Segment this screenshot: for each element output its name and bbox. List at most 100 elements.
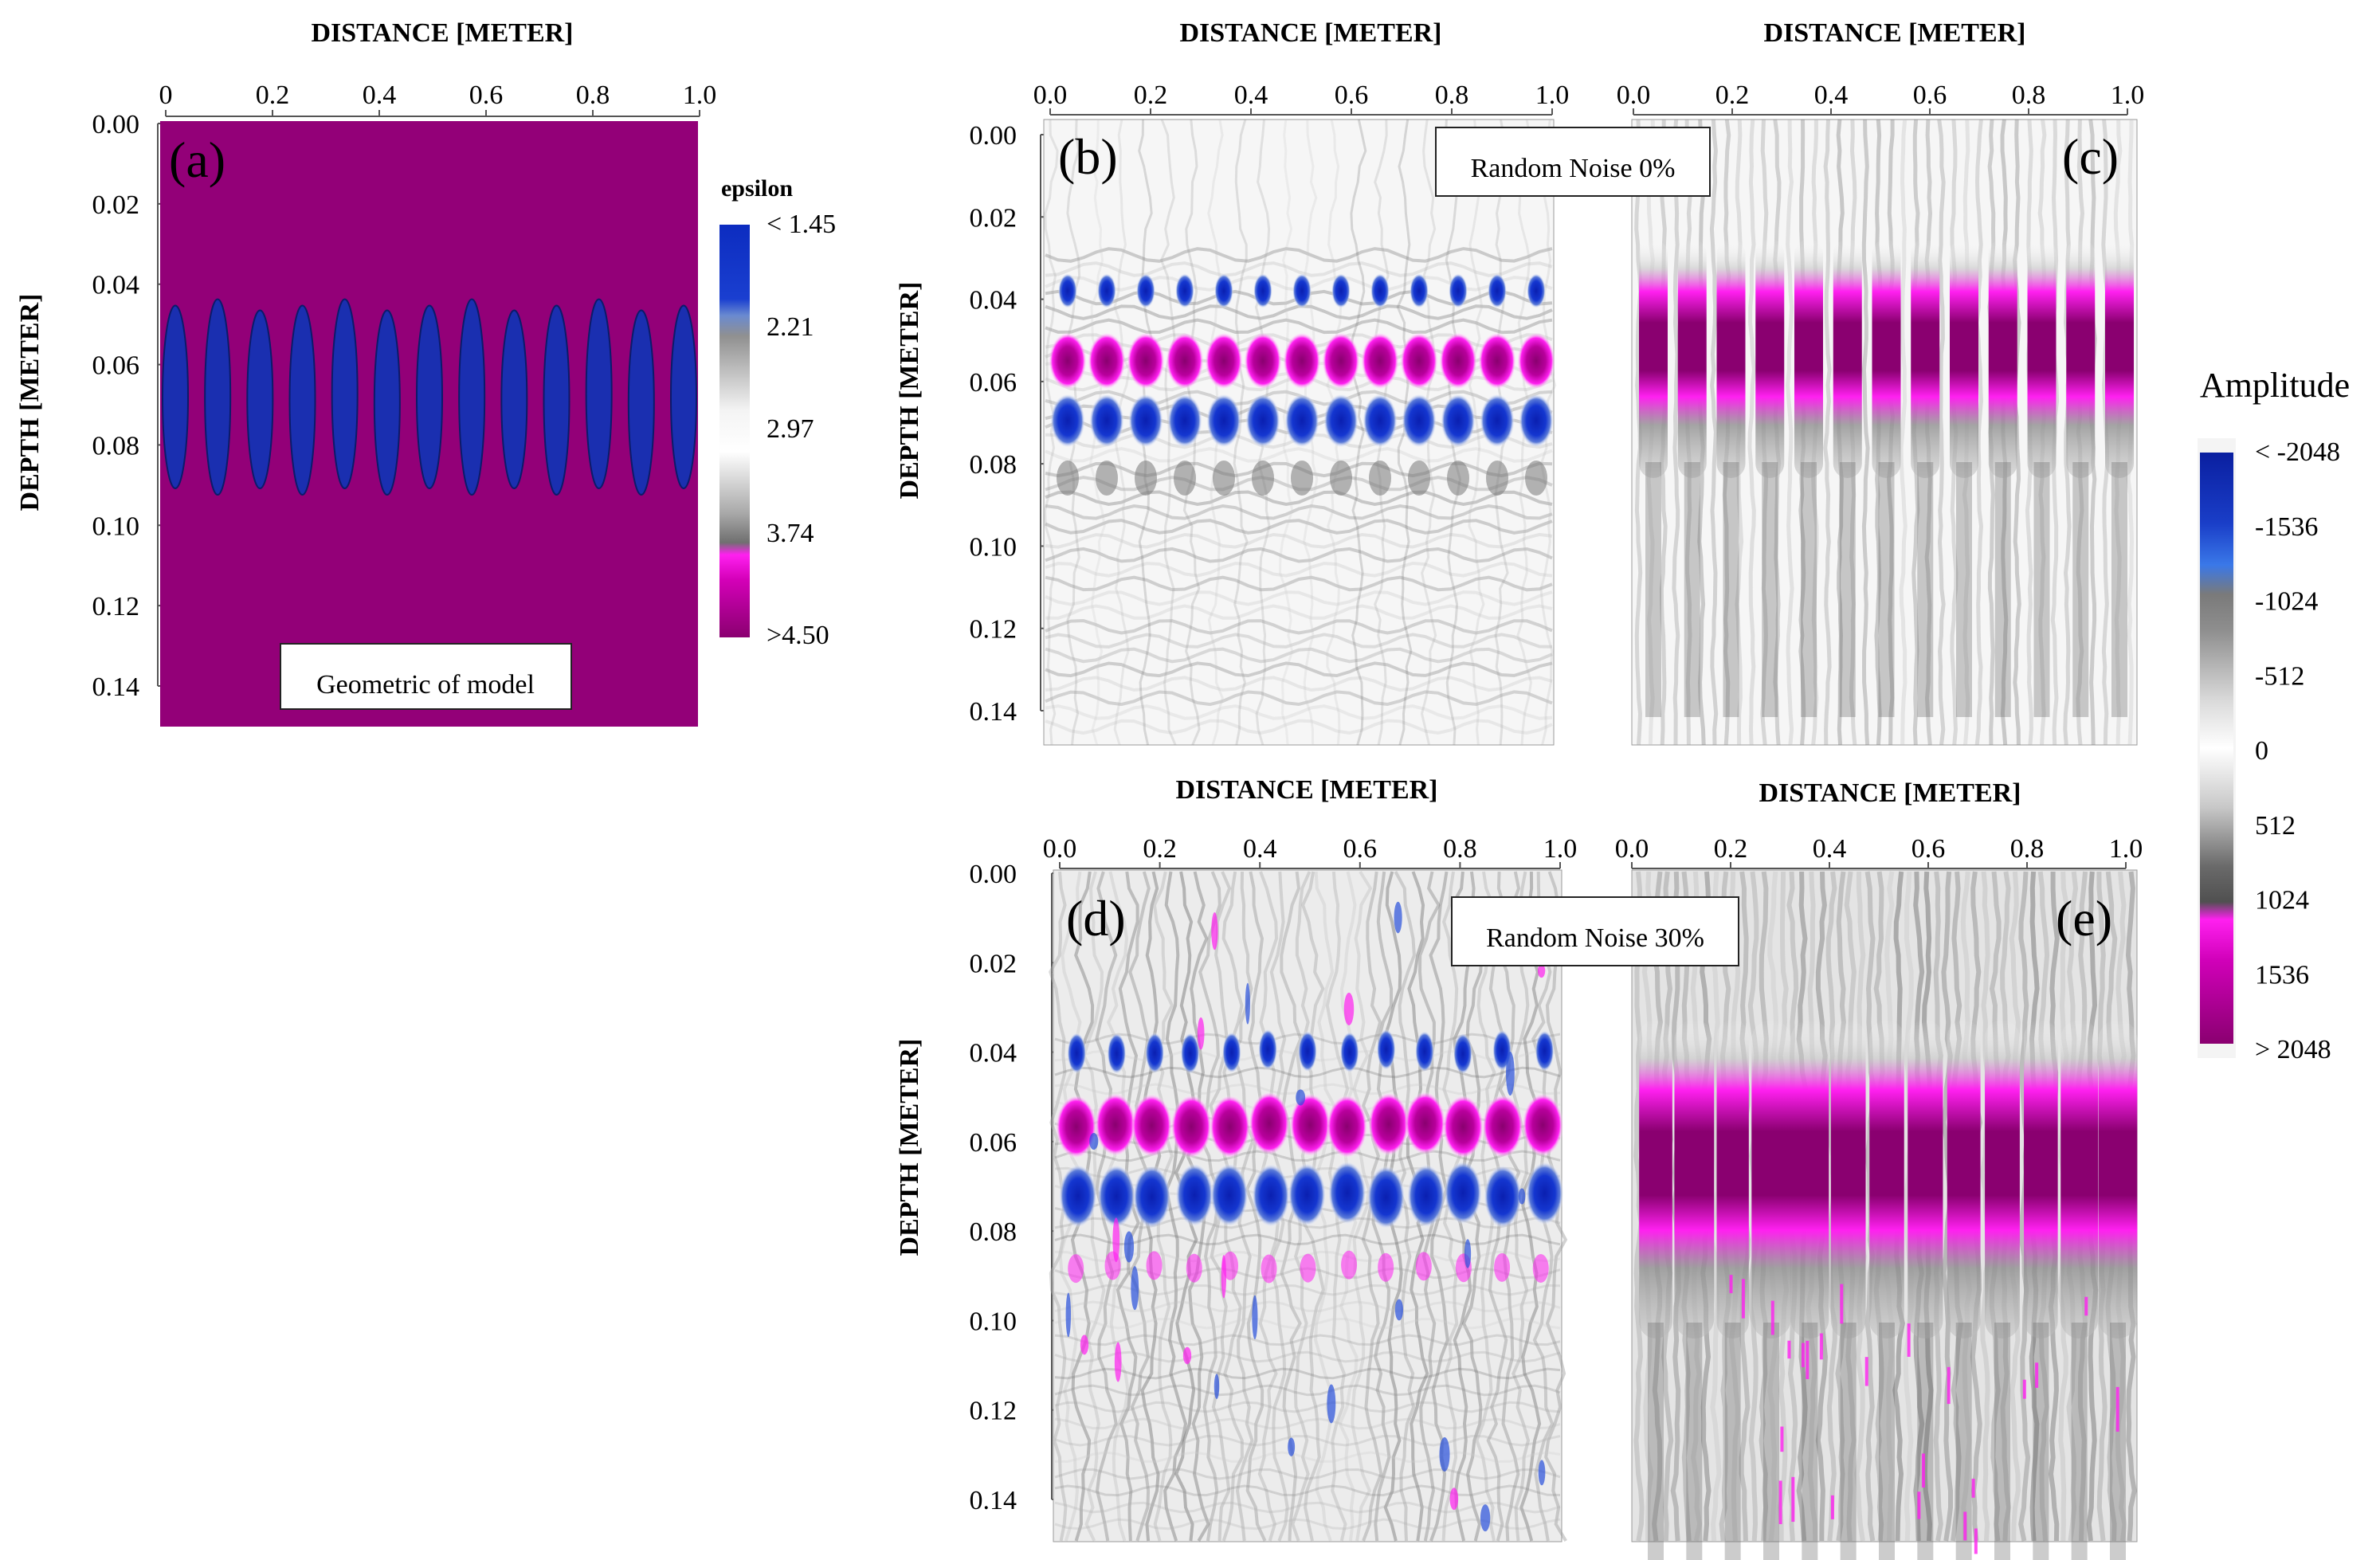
blue-reflection bbox=[1525, 1161, 1564, 1225]
reflection-tail bbox=[1878, 462, 1895, 717]
epsilon-colorbar-label: 3.74 bbox=[767, 519, 814, 548]
magenta-reflection bbox=[1322, 332, 1360, 390]
texture-trace bbox=[1054, 1434, 1561, 1447]
texture-trace bbox=[1045, 719, 1553, 735]
texture-trace bbox=[1045, 519, 1553, 535]
epsilon-colorbar-labels: < 1.45 2.21 2.97 3.74 >4.50 bbox=[767, 210, 836, 650]
a-y-tick-label: 0.04 bbox=[92, 271, 140, 300]
d-y-tick-label: 0.06 bbox=[970, 1128, 1017, 1158]
e-x-tick-label: 0.8 bbox=[2010, 834, 2045, 864]
magenta-reflection-column bbox=[1790, 1020, 1829, 1339]
blue-reflection-small bbox=[1488, 273, 1507, 308]
magenta-speckle bbox=[1261, 1254, 1277, 1284]
panel-c: DISTANCE [METER] 0.0 0.2 0.4 0.6 0.8 1.0 (c) bbox=[1617, 18, 2144, 746]
texture-trace bbox=[1045, 318, 1553, 335]
magenta-speckle bbox=[1300, 1253, 1316, 1283]
panel-e-xlabel: DISTANCE [METER] bbox=[1759, 778, 2021, 808]
panel-e-letter: (e) bbox=[2056, 890, 2112, 947]
reflection-tail bbox=[1724, 1323, 1741, 1560]
c-x-tick-label: 0.0 bbox=[1617, 80, 1651, 110]
panel-d-reflections bbox=[1055, 901, 1564, 1532]
amplitude-colorbar-label: -1024 bbox=[2255, 587, 2318, 617]
magenta-reflection bbox=[1361, 332, 1399, 390]
noise-speckle bbox=[1780, 1426, 1784, 1452]
noise-speckle bbox=[1252, 1295, 1258, 1339]
epsilon-colorbar bbox=[719, 225, 750, 637]
b-x-tick-label: 0.8 bbox=[1435, 80, 1469, 110]
grey-reflection bbox=[1525, 461, 1547, 496]
texture-trace bbox=[1045, 604, 1553, 620]
noise-speckle bbox=[1080, 1335, 1089, 1355]
blue-reflection bbox=[1245, 394, 1280, 448]
panel-d-letter: (d) bbox=[1066, 890, 1126, 947]
magenta-reflection-column bbox=[1794, 239, 1823, 478]
blue-reflection bbox=[1441, 394, 1476, 448]
noise-speckle bbox=[1819, 1333, 1823, 1360]
blue-reflection-small bbox=[1527, 273, 1546, 308]
magenta-reflection-column bbox=[2024, 1020, 2058, 1339]
texture-trace bbox=[1054, 1518, 1561, 1531]
texture-trace bbox=[1045, 547, 1553, 563]
blue-reflection bbox=[1284, 394, 1319, 448]
noise-speckle bbox=[1787, 1340, 1791, 1359]
magenta-reflection bbox=[1244, 332, 1282, 390]
noise-0-annotation-box bbox=[1435, 127, 1711, 197]
noise-0-annotation: Random Noise 0% bbox=[1471, 154, 1676, 183]
panel-b: DISTANCE [METER] 0.0 0.2 0.4 0.6 0.8 1.0 0.00… bbox=[895, 18, 1569, 746]
magenta-speckle bbox=[1222, 1251, 1239, 1280]
noise-speckle bbox=[1131, 1266, 1139, 1311]
panel-a-x-ticks: 0 0.2 0.4 0.6 0.8 1.0 bbox=[159, 80, 716, 117]
reflection-tail bbox=[1994, 462, 2011, 717]
e-x-tick-label: 0.0 bbox=[1615, 834, 1649, 864]
noise-speckle bbox=[1343, 992, 1355, 1025]
b-y-tick-label: 0.12 bbox=[970, 615, 1017, 645]
blue-reflection bbox=[1484, 1164, 1523, 1229]
blue-reflection-small bbox=[1410, 273, 1429, 308]
blue-reflection-small bbox=[1097, 273, 1116, 308]
d-x-tick-label: 0.6 bbox=[1343, 834, 1378, 864]
magenta-speckle bbox=[1068, 1254, 1084, 1284]
d-y-tick-label: 0.12 bbox=[970, 1397, 1017, 1426]
texture-trace bbox=[1045, 704, 1553, 720]
cylinder-object bbox=[331, 298, 359, 490]
blue-reflection-small bbox=[1253, 273, 1272, 308]
grey-reflection bbox=[1330, 461, 1352, 496]
magenta-reflection bbox=[1088, 332, 1126, 390]
e-x-tick-label: 0.4 bbox=[1813, 834, 1847, 864]
panel-d-xlabel: DISTANCE [METER] bbox=[1175, 775, 1437, 805]
texture-trace bbox=[1468, 119, 1485, 746]
magenta-reflection bbox=[1127, 332, 1165, 390]
noise-speckle bbox=[1801, 1342, 1805, 1367]
d-y-tick-label: 0.02 bbox=[970, 949, 1017, 978]
panel-b-x-ticks: 0.0 0.2 0.4 0.6 0.8 1.0 bbox=[1033, 80, 1569, 116]
reflection-tail bbox=[2110, 1323, 2126, 1560]
texture-trace bbox=[1633, 871, 1645, 1542]
blue-reflection bbox=[1175, 1162, 1214, 1227]
reflection-tail bbox=[1879, 1323, 1895, 1560]
texture-trace bbox=[1054, 1083, 1561, 1096]
noise-speckle bbox=[1394, 901, 1402, 934]
magenta-speckle bbox=[1415, 1252, 1432, 1281]
cylinder-object bbox=[458, 298, 486, 496]
blue-reflection-small bbox=[1339, 1031, 1359, 1073]
texture-trace bbox=[2063, 119, 2072, 746]
panel-b-reflections bbox=[1049, 273, 1555, 496]
b-y-tick-label: 0.10 bbox=[970, 532, 1017, 562]
noise-speckle bbox=[1439, 1437, 1450, 1472]
blue-reflection bbox=[1132, 1165, 1171, 1229]
reflection-tail bbox=[2033, 1323, 2049, 1560]
panel-a-ylabel: DEPTH [METER] bbox=[15, 294, 45, 512]
texture-trace bbox=[1054, 1350, 1561, 1363]
b-x-tick-label: 0.4 bbox=[1234, 80, 1268, 110]
noise-speckle bbox=[2035, 1362, 2039, 1388]
blue-reflection bbox=[1366, 1165, 1406, 1229]
magenta-speckle bbox=[1146, 1251, 1163, 1280]
epsilon-colorbar-title: epsilon bbox=[721, 175, 793, 202]
panel-d: DISTANCE [METER] 0.0 0.2 0.4 0.6 0.8 1.0 0.00… bbox=[895, 775, 1577, 1542]
blue-reflection bbox=[1206, 394, 1241, 448]
magenta-reflection-column bbox=[2066, 239, 2096, 478]
b-y-tick-label: 0.14 bbox=[970, 697, 1017, 727]
amplitude-colorbar-label: 0 bbox=[2255, 736, 2268, 766]
reflection-tail bbox=[1840, 1323, 1857, 1560]
texture-trace bbox=[1349, 119, 1367, 746]
